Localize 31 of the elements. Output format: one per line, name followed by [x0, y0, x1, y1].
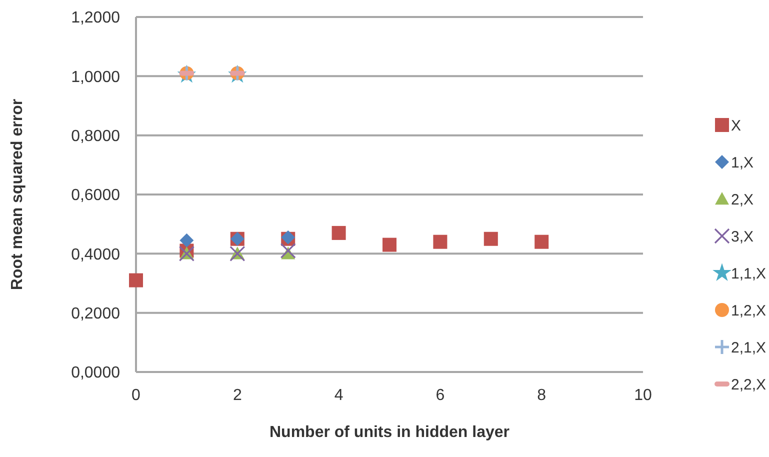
point — [382, 238, 396, 252]
y-tick-label: 1,2000 — [71, 10, 120, 27]
legend-label: 1,2,X — [731, 302, 766, 320]
y-tick-label: 0,8000 — [71, 128, 120, 145]
y-tick-label: 0,2000 — [71, 305, 120, 322]
x-tick-label: 0 — [132, 387, 141, 404]
point — [484, 232, 498, 246]
y-axis-title: Root mean squared error — [9, 98, 26, 290]
legend-label: 2,X — [731, 191, 754, 208]
legend-label: X — [731, 117, 742, 134]
point — [534, 234, 549, 249]
x-tick-label: 6 — [436, 387, 445, 404]
legend-label: 3,X — [731, 228, 754, 246]
y-tick-label: 0,6000 — [71, 187, 120, 204]
legend-label: 1,1,X — [731, 265, 766, 282]
y-tick-label: 0,0000 — [71, 364, 120, 382]
x-tick-label: 8 — [537, 387, 546, 404]
point — [433, 234, 448, 249]
x-tick-label: 2 — [232, 387, 242, 404]
x-axis-title: Number of units in hidden layer — [269, 424, 510, 441]
legend-label: 1,X — [731, 154, 754, 172]
y-tick-label: 1,0000 — [71, 68, 120, 86]
point — [332, 226, 346, 240]
point — [129, 273, 143, 288]
x-tick-label: 4 — [334, 387, 344, 404]
x-tick-label: 10 — [634, 387, 652, 404]
point — [280, 242, 296, 259]
point — [180, 233, 194, 248]
legend-label: 2,1,X — [731, 339, 766, 356]
y-tick-label: 0,4000 — [71, 246, 120, 264]
legend-label: 2,2,X — [731, 376, 766, 394]
